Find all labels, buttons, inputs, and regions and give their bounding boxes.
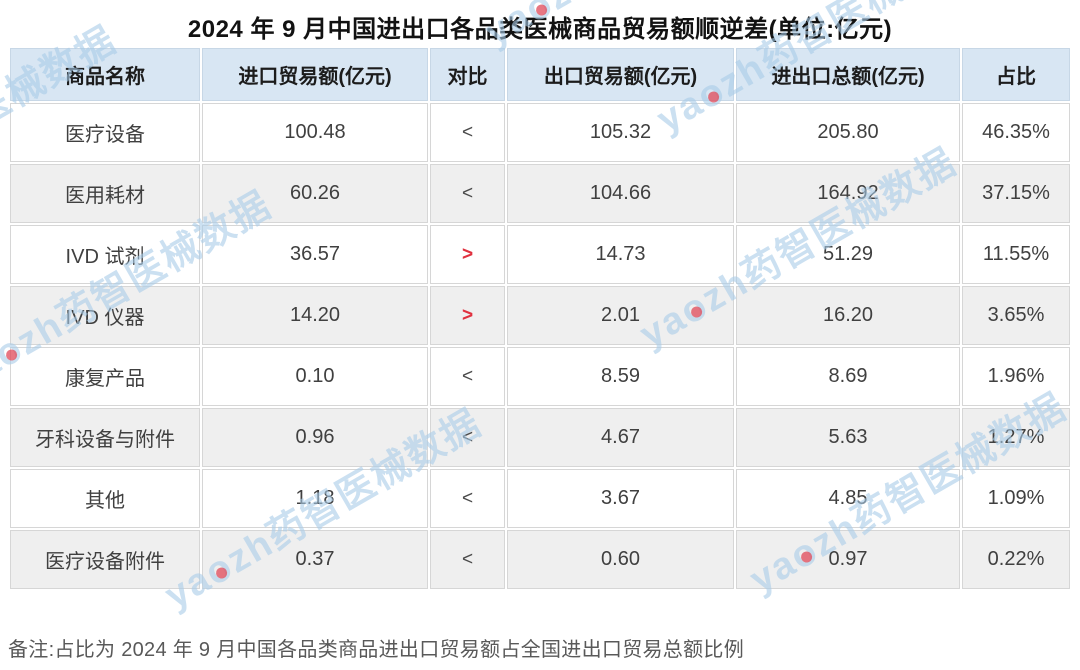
table-row: 康复产品 0.10 <8.59 8.69 1.96% [10,347,1070,406]
total-value-cell: 51.29 [736,225,960,284]
export-value-cell: 2.01 [507,286,734,345]
import-value-cell: 36.57 [202,225,428,284]
export-value-cell: 8.59 [507,347,734,406]
table-body: 医疗设备 100.48 <105.32 205.80 46.35% 医用耗材 60.26 <1… [10,103,1070,589]
total-value-cell: 0.97 [736,530,960,589]
import-value-cell: 0.37 [202,530,428,589]
total-value-cell: 164.92 [736,164,960,223]
table-row: 医疗设备附件 0.37 <0.60 0.97 0.22% [10,530,1070,589]
export-value-cell: 0.60 [507,530,734,589]
import-value-cell: 1.18 [202,469,428,528]
total-value-cell: 205.80 [736,103,960,162]
table-row: IVD 仪器 14.20 >2.01 16.20 3.65% [10,286,1070,345]
share-cell: 0.22% [962,530,1070,589]
share-cell: 11.55% [962,225,1070,284]
export-value-cell: 3.67 [507,469,734,528]
total-value-cell: 8.69 [736,347,960,406]
compare-cell: > [430,225,505,284]
import-value-cell: 14.20 [202,286,428,345]
compare-cell: < [430,408,505,467]
share-cell: 1.27% [962,408,1070,467]
compare-cell: < [430,347,505,406]
export-value-cell: 4.67 [507,408,734,467]
col-header-export-value: 出口贸易额(亿元) [507,48,734,101]
col-header-product-name: 商品名称 [10,48,200,101]
export-value-cell: 14.73 [507,225,734,284]
total-value-cell: 16.20 [736,286,960,345]
import-value-cell: 0.96 [202,408,428,467]
compare-cell: < [430,530,505,589]
table-row: 医疗设备 100.48 <105.32 205.80 46.35% [10,103,1070,162]
compare-cell: > [430,286,505,345]
col-header-compare: 对比 [430,48,505,101]
import-value-cell: 100.48 [202,103,428,162]
product-name-cell: IVD 仪器 [10,286,200,345]
table-row: 医用耗材 60.26 <104.66 164.92 37.15% [10,164,1070,223]
product-name-cell: 其他 [10,469,200,528]
total-value-cell: 4.85 [736,469,960,528]
table-row: IVD 试剂 36.57 >14.73 51.29 11.55% [10,225,1070,284]
product-name-cell: IVD 试剂 [10,225,200,284]
import-value-cell: 60.26 [202,164,428,223]
share-cell: 1.96% [962,347,1070,406]
compare-cell: < [430,164,505,223]
product-name-cell: 牙科设备与附件 [10,408,200,467]
product-name-cell: 医疗设备附件 [10,530,200,589]
col-header-share: 占比 [962,48,1070,101]
share-cell: 46.35% [962,103,1070,162]
product-name-cell: 医疗设备 [10,103,200,162]
share-cell: 1.09% [962,469,1070,528]
total-value-cell: 5.63 [736,408,960,467]
compare-cell: < [430,469,505,528]
footnote: 备注:占比为 2024 年 9 月中国各品类商品进出口贸易额占全国进出口贸易总额… [8,639,744,661]
export-value-cell: 105.32 [507,103,734,162]
col-header-import-value: 进口贸易额(亿元) [202,48,428,101]
product-name-cell: 康复产品 [10,347,200,406]
export-value-cell: 104.66 [507,164,734,223]
share-cell: 37.15% [962,164,1070,223]
import-value-cell: 0.10 [202,347,428,406]
compare-cell: < [430,103,505,162]
page-title: 2024 年 9 月中国进出口各品类医械商品贸易额顺逆差(单位:亿元) [187,16,893,43]
table-header-row: 商品名称 进口贸易额(亿元) 对比 出口贸易额(亿元) 进出口总额(亿元) 占比 [10,48,1070,101]
table-row: 其他 1.18 <3.67 4.85 1.09% [10,469,1070,528]
share-cell: 3.65% [962,286,1070,345]
product-name-cell: 医用耗材 [10,164,200,223]
trade-table: 商品名称 进口贸易额(亿元) 对比 出口贸易额(亿元) 进出口总额(亿元) 占比… [8,46,1072,591]
col-header-total-value: 进出口总额(亿元) [736,48,960,101]
table-row: 牙科设备与附件 0.96 <4.67 5.63 1.27% [10,408,1070,467]
